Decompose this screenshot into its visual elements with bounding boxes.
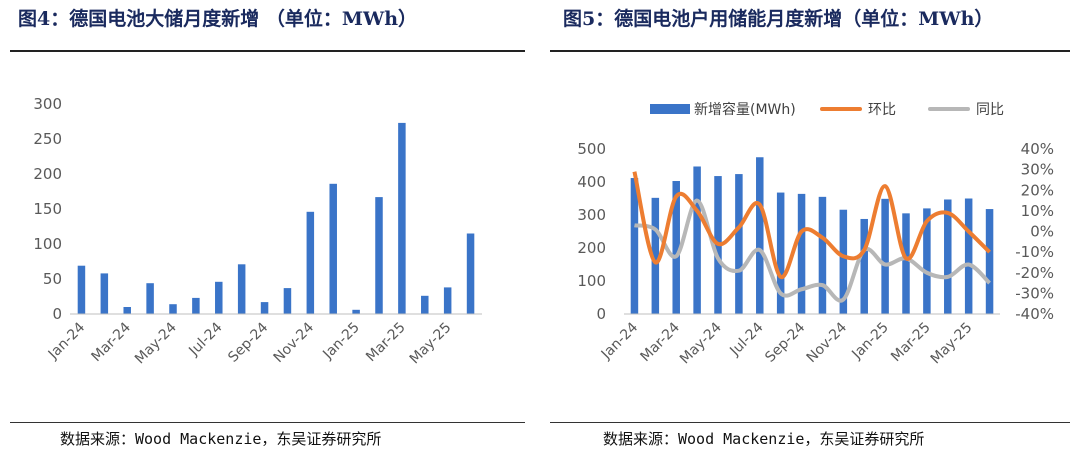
right-source-note: 数据来源：Wood Mackenzie，东吴证券研究所 (603, 430, 925, 448)
y-left-tick-label: 200 (577, 239, 606, 257)
bar (756, 157, 764, 314)
bar (398, 122, 406, 315)
bar (77, 265, 86, 314)
bar (881, 198, 889, 314)
y-right-tick-label: -40% (1015, 305, 1054, 323)
bar (466, 233, 475, 314)
x-tick-label: May-24 (132, 319, 180, 367)
x-tick-label: Jan-25 (319, 320, 362, 363)
y-right-tick-label: 40% (1021, 140, 1054, 158)
x-tick-label: Jul-24 (185, 319, 225, 359)
legend-label: 同比 (976, 102, 1004, 118)
y-right-tick-label: 30% (1021, 161, 1054, 179)
bar (169, 304, 177, 314)
x-tick-label: Mar-25 (363, 320, 409, 366)
bar (329, 183, 337, 314)
bar (443, 287, 452, 314)
y-right-tick-label: 10% (1021, 202, 1054, 220)
bar (421, 295, 429, 314)
x-tick-label: Nov-24 (804, 319, 851, 366)
bar (735, 174, 743, 314)
y-left-tick-label: 400 (577, 173, 606, 191)
y-tick-label: 250 (33, 130, 62, 148)
bar (215, 281, 223, 314)
legend-label: 新增容量(MWh) (694, 101, 796, 118)
y-tick-label: 300 (33, 95, 62, 113)
y-right-tick-label: 0% (1030, 223, 1054, 241)
right-chart-title: 图5：德国电池户用储能月度新增（单位：MWh） (563, 8, 994, 30)
y-tick-label: 50 (43, 270, 62, 288)
right-combo-chart: 新增容量(MWh) 环比 同比 0 100 200 300 400 500 -40% -30% -20… (577, 101, 1054, 368)
bar (944, 199, 952, 314)
legend-label: 环比 (868, 102, 896, 118)
y-tick-label: 200 (33, 165, 62, 183)
y-right-tick-label: -20% (1015, 264, 1054, 282)
bar (860, 218, 868, 314)
x-tick-label: Sep-24 (225, 319, 271, 365)
y-tick-label: 100 (33, 235, 62, 253)
y-left-tick-label: 500 (577, 140, 606, 158)
bar (260, 302, 269, 314)
bar (902, 213, 910, 314)
y-left-tick-label: 300 (577, 206, 606, 224)
bar (123, 307, 131, 314)
y-tick-label: 0 (52, 305, 62, 323)
x-tick-label: Jan-24 (45, 319, 89, 363)
bar (672, 181, 680, 314)
bar (776, 192, 785, 314)
bar (283, 288, 292, 314)
bar (237, 264, 246, 314)
bar (375, 197, 383, 314)
x-tick-label: Mar-25 (888, 320, 934, 366)
left-source-note: 数据来源：Wood Mackenzie，东吴证券研究所 (60, 430, 382, 448)
y-right-tick-label: -30% (1015, 284, 1054, 302)
y-right-tick-label: 20% (1021, 181, 1054, 199)
bar (192, 297, 200, 314)
bar (797, 193, 806, 314)
bar (693, 166, 701, 314)
bar (818, 196, 827, 314)
x-tick-label: Jan-25 (848, 320, 891, 363)
x-tick-label: May-25 (928, 320, 976, 368)
right-source-rule (550, 422, 1070, 423)
legend: 新增容量(MWh) 环比 同比 (650, 101, 1004, 118)
bar (146, 283, 154, 314)
y-left-tick-label: 0 (596, 305, 606, 323)
x-tick-label: Mar-24 (638, 319, 684, 365)
x-tick-label: May-25 (407, 320, 455, 368)
x-tick-label: Nov-24 (271, 319, 318, 366)
right-title-rule (550, 50, 1070, 52)
bar (630, 178, 639, 314)
x-tick-label: Jul-24 (726, 319, 766, 359)
y-right-tick-label: -10% (1015, 243, 1054, 261)
bar (352, 309, 360, 314)
y-tick-label: 150 (33, 200, 62, 218)
bar (839, 209, 848, 314)
left-chart-title: 图4：德国电池大储月度新增 （单位：MWh） (18, 8, 418, 30)
bar (100, 273, 109, 314)
legend-swatch-bar (650, 104, 690, 114)
x-tick-label: Sep-24 (762, 319, 808, 365)
x-tick-label: May-24 (677, 319, 725, 367)
x-tick-label: Mar-24 (89, 319, 135, 365)
bar (985, 209, 994, 314)
left-source-rule (10, 422, 525, 423)
bar (651, 197, 660, 314)
bar (964, 198, 973, 314)
bar (923, 208, 931, 314)
y-left-tick-label: 100 (577, 272, 606, 290)
x-tick-label: Jan-24 (598, 319, 642, 363)
bar (306, 211, 315, 314)
left-title-rule (10, 50, 525, 52)
series-line-mom (632, 171, 991, 279)
